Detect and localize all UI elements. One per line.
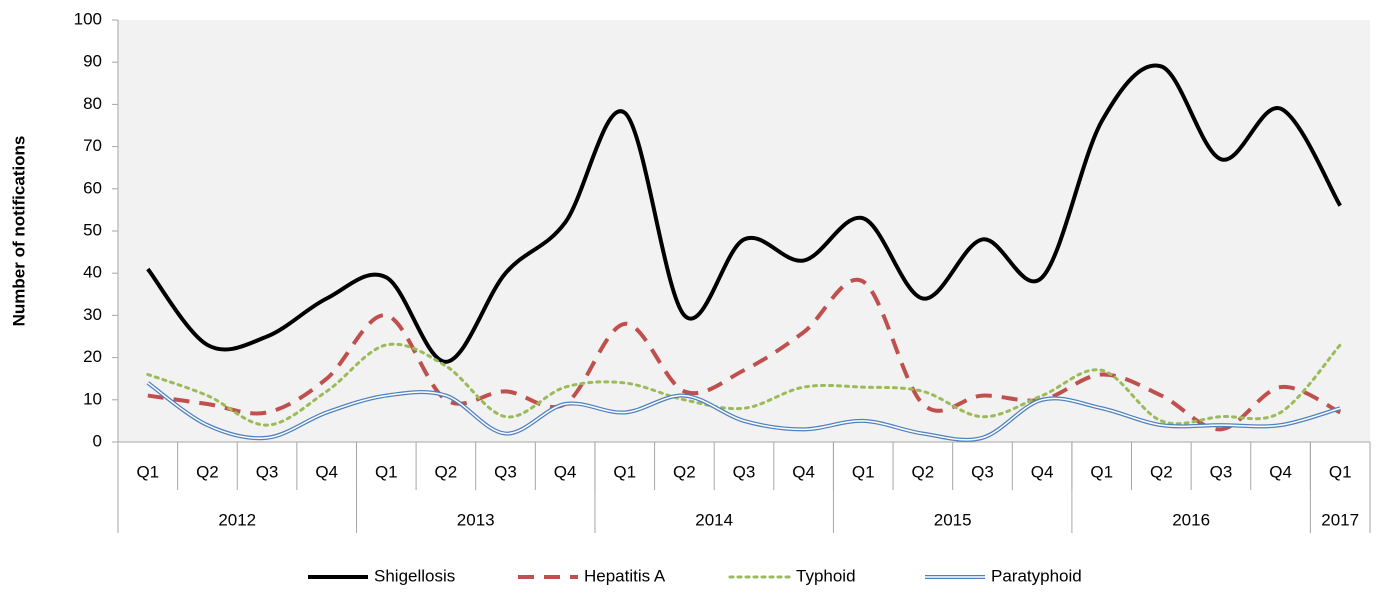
x-tick-label: Q2 <box>435 462 458 481</box>
series-line <box>146 342 1342 427</box>
x-group-label: 2015 <box>934 510 972 529</box>
y-tick-label: 70 <box>83 136 102 155</box>
y-tick-label: 100 <box>74 9 102 28</box>
x-group-label: 2017 <box>1321 510 1359 529</box>
legend-label: Typhoid <box>796 566 856 585</box>
x-tick-label: Q3 <box>733 462 756 481</box>
x-tick-label: Q2 <box>673 462 696 481</box>
x-group-label: 2012 <box>218 510 256 529</box>
x-group-label: 2014 <box>695 510 733 529</box>
y-tick-label: 0 <box>93 431 102 450</box>
x-tick-label: Q1 <box>375 462 398 481</box>
y-tick-label: 30 <box>83 305 102 324</box>
y-axis-label: Number of notifications <box>9 136 28 327</box>
series-line <box>146 63 1342 364</box>
x-tick-label: Q4 <box>1031 462 1054 481</box>
x-tick-label: Q1 <box>852 462 875 481</box>
y-tick-label: 60 <box>83 178 102 197</box>
legend-label: Hepatitis A <box>584 566 666 585</box>
x-tick-label: Q3 <box>256 462 279 481</box>
plot-area <box>118 20 1370 442</box>
y-tick-label: 80 <box>83 94 102 113</box>
y-tick-label: 50 <box>83 220 102 239</box>
y-tick-label: 90 <box>83 52 102 71</box>
x-tick-label: Q1 <box>613 462 636 481</box>
x-tick-label: Q3 <box>971 462 994 481</box>
legend-label: Paratyphoid <box>991 566 1082 585</box>
y-tick-label: 40 <box>83 263 102 282</box>
x-tick-label: Q2 <box>1150 462 1173 481</box>
x-tick-label: Q3 <box>1210 462 1233 481</box>
x-tick-label: Q4 <box>554 462 577 481</box>
x-tick-label: Q4 <box>792 462 815 481</box>
y-tick-label: 10 <box>83 389 102 408</box>
x-tick-label: Q2 <box>912 462 935 481</box>
series-line <box>147 277 1342 432</box>
x-tick-label: Q1 <box>136 462 159 481</box>
x-group-label: 2016 <box>1172 510 1210 529</box>
x-tick-label: Q2 <box>196 462 219 481</box>
x-tick-label: Q3 <box>494 462 517 481</box>
x-tick-label: Q1 <box>1090 462 1113 481</box>
x-group-label: 2013 <box>457 510 495 529</box>
x-tick-label: Q4 <box>315 462 338 481</box>
y-tick-label: 20 <box>83 347 102 366</box>
x-tick-label: Q1 <box>1329 462 1352 481</box>
legend-label: Shigellosis <box>374 566 455 585</box>
series-line-inner <box>147 382 1341 441</box>
x-tick-label: Q4 <box>1269 462 1292 481</box>
